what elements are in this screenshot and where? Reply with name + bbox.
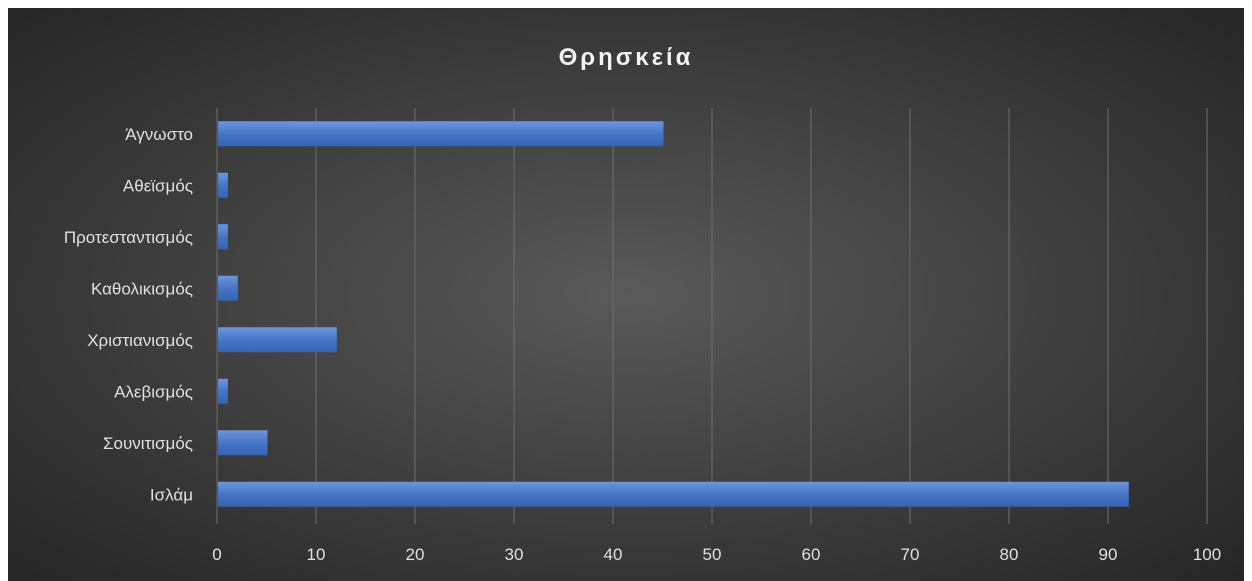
bar-1 [218, 481, 1129, 507]
bar-7 [218, 172, 228, 198]
bar-4 [218, 327, 337, 353]
category-label-8: Άγνωστο [125, 125, 193, 144]
bar-8 [218, 121, 664, 147]
x-tick-label-80: 80 [1000, 545, 1019, 564]
x-tick-label-10: 10 [307, 545, 326, 564]
category-label-1: Ισλάμ [150, 485, 193, 504]
x-tick-label-20: 20 [406, 545, 425, 564]
bar-2 [218, 430, 268, 456]
x-tick-label-50: 50 [703, 545, 722, 564]
category-label-5: Καθολικισμός [91, 279, 193, 298]
category-labels: Ισλάμ Σουνιτισμός Αλεβισμός Χριστιανισμός Κα… [64, 125, 193, 505]
chart-title: Θρησκεία [559, 44, 694, 71]
category-label-2: Σουνιτισμός [103, 434, 193, 453]
gridlines [216, 108, 1208, 524]
x-tick-label-0: 0 [212, 545, 221, 564]
x-tick-label-40: 40 [604, 545, 623, 564]
bar-3 [218, 378, 228, 404]
category-label-7: Αθεϊσμός [123, 176, 193, 195]
x-tick-label-30: 30 [505, 545, 524, 564]
category-label-3: Αλεβισμός [114, 382, 193, 401]
x-tick-labels: 0 10 20 30 40 50 60 70 80 90 100 [212, 545, 1221, 564]
x-tick-label-70: 70 [901, 545, 920, 564]
bar-6 [218, 224, 228, 250]
x-tick-label-60: 60 [802, 545, 821, 564]
x-tick-label-100: 100 [1193, 545, 1221, 564]
x-tick-label-90: 90 [1099, 545, 1118, 564]
category-label-6: Προτεσταντισμός [64, 228, 193, 247]
bar-5 [218, 275, 238, 301]
bars [218, 121, 1129, 507]
category-label-4: Χριστιανισμός [87, 331, 193, 350]
